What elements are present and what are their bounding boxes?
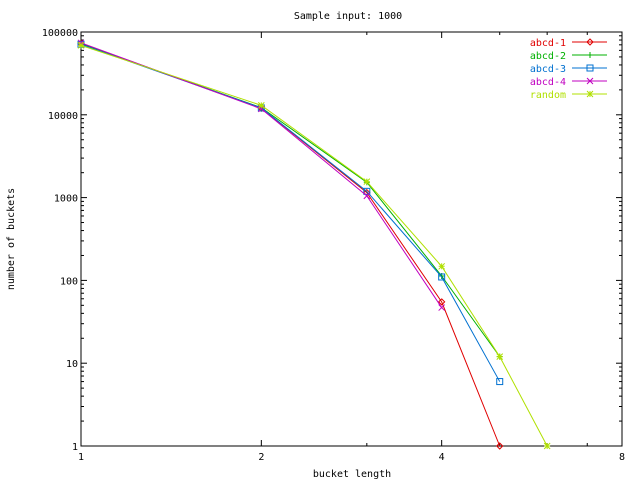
- legend-label-abcd-2: abcd-2: [530, 51, 566, 62]
- data-point-abcd-1-4: [496, 442, 504, 450]
- legend-item-random: random: [530, 90, 607, 101]
- legend-item-abcd-3: abcd-3: [530, 64, 607, 75]
- x-tick-label-1: 2: [258, 452, 264, 463]
- legend-marker-abcd-1: [586, 38, 594, 46]
- x-axis-ticks: 1 2 4 8: [78, 32, 625, 463]
- series-random: [77, 41, 551, 450]
- y-tick-label-4: 10000: [48, 111, 78, 122]
- y-tick-label-3: 1000: [54, 194, 78, 205]
- x-tick-label-0: 1: [78, 452, 84, 463]
- data-point-abcd-1-3: [437, 298, 446, 306]
- y-tick-label-0: 1: [72, 442, 78, 453]
- legend-label-random: random: [530, 90, 566, 101]
- legend-label-abcd-3: abcd-3: [530, 64, 566, 75]
- y-tick-label-5: 100000: [42, 28, 78, 39]
- x-tick-label-3: 8: [619, 452, 625, 463]
- legend-label-abcd-1: abcd-1: [530, 38, 566, 49]
- legend-marker-random: [586, 90, 594, 98]
- data-point-abcd-3-3: [438, 273, 446, 281]
- y-axis-ticks: 1 10 100 1000 10000 100000: [42, 28, 622, 453]
- legend-item-abcd-2: abcd-2: [530, 51, 607, 62]
- data-point-random-5: [543, 442, 551, 450]
- data-point-random-4: [496, 353, 504, 360]
- legend-item-abcd-4: abcd-4: [530, 77, 607, 88]
- y-tick-label-1: 10: [66, 359, 78, 370]
- legend-marker-abcd-2: [587, 52, 593, 58]
- data-point-abcd-4-3: [438, 304, 446, 311]
- legend-marker-abcd-3: [586, 64, 594, 72]
- chart-title: Sample input: 1000: [294, 11, 402, 22]
- series-layer: [77, 39, 551, 450]
- data-point-random-0: [77, 41, 85, 49]
- legend: abcd-1 abcd-2 abcd-3 abcd-4 random: [530, 38, 607, 101]
- legend-label-abcd-4: abcd-4: [530, 77, 566, 88]
- x-tick-label-2: 4: [439, 452, 445, 463]
- data-point-random-3: [438, 262, 446, 270]
- legend-item-abcd-1: abcd-1: [530, 38, 607, 49]
- y-axis-label: number of buckets: [6, 188, 17, 290]
- y-tick-label-2: 100: [60, 276, 78, 287]
- legend-marker-abcd-4: [586, 77, 594, 85]
- series-line-random: [80, 44, 548, 447]
- x-axis-label: bucket length: [313, 469, 391, 480]
- data-point-abcd-3-2: [363, 187, 371, 195]
- data-point-abcd-3-4: [496, 378, 504, 386]
- data-point-random-1: [257, 102, 265, 109]
- data-point-random-2: [363, 178, 371, 185]
- data-point-abcd-4-2: [363, 192, 371, 200]
- plot-frame: [80, 31, 623, 447]
